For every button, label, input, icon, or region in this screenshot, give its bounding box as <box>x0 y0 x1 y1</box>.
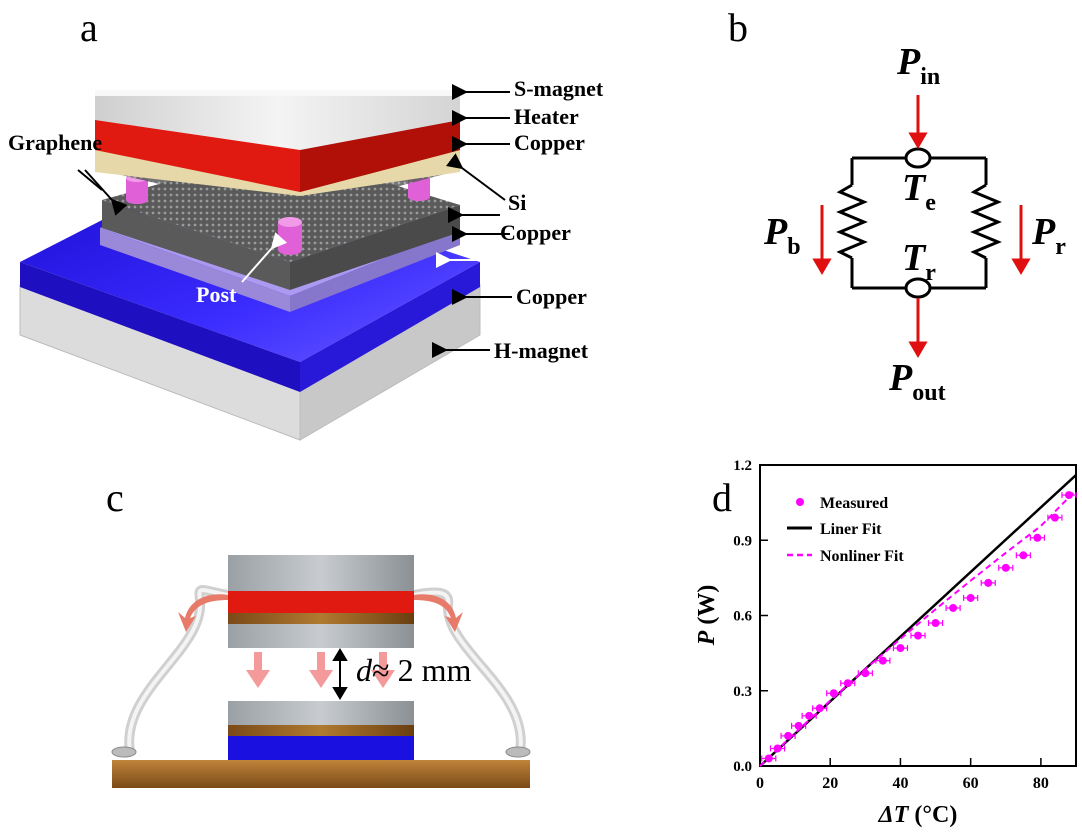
y-tick-label: 0.9 <box>733 533 752 549</box>
data-point-measured <box>764 754 773 763</box>
data-point-measured <box>1064 491 1073 500</box>
data-point-measured <box>949 603 958 612</box>
label-si: Si <box>508 190 527 215</box>
label-t-e: Te <box>902 167 936 216</box>
legend-marker-measured <box>796 498 804 506</box>
heater-side <box>228 591 414 613</box>
node-tr <box>904 277 932 299</box>
label-tec: TEC <box>498 246 544 271</box>
heat-arrows-pink <box>246 652 395 688</box>
data-point-measured <box>829 689 838 698</box>
data-point-measured <box>896 644 905 653</box>
chart-legend: Measured Liner Fit Nonliner Fit <box>787 495 904 565</box>
x-tick-label: 60 <box>963 775 979 792</box>
data-point-measured <box>1033 533 1042 542</box>
legend-label-nonliner: Nonliner Fit <box>820 548 904 565</box>
legend-label-measured: Measured <box>820 495 888 512</box>
label-heater: Heater <box>514 104 579 129</box>
data-point-measured <box>914 631 922 640</box>
data-point-measured <box>1001 563 1010 572</box>
x-axis-title: ΔT (°C) <box>878 802 958 828</box>
tec-side <box>228 736 414 760</box>
gap-dimension-arrow <box>332 648 348 700</box>
label-copper-mid: Copper <box>500 220 571 245</box>
data-point-measured <box>843 679 852 688</box>
resistor-right <box>970 183 1002 260</box>
data-point-measured <box>784 731 793 740</box>
cable-left <box>124 585 229 753</box>
x-tick-label: 0 <box>756 775 764 792</box>
copper-side-top <box>228 613 414 624</box>
panel-label-b: b <box>728 5 748 50</box>
heat-arrows-curved <box>178 594 463 632</box>
label-p-r: Pr <box>1032 211 1066 260</box>
y-tick-label: 0.3 <box>733 684 752 700</box>
panel-label-a: a <box>80 5 98 50</box>
data-point-measured <box>815 704 824 713</box>
data-point-measured <box>966 593 975 602</box>
panel-label-c: c <box>106 475 124 520</box>
label-h-magnet: H-magnet <box>494 338 589 363</box>
data-point-measured <box>1050 513 1059 522</box>
si-side-bottom <box>228 701 414 725</box>
label-p-out: Pout <box>889 357 946 406</box>
resistor-left <box>836 183 868 260</box>
label-p-b: Pb <box>764 211 801 260</box>
legend-label-liner: Liner Fit <box>820 521 882 538</box>
wooden-base <box>112 760 530 788</box>
data-point-measured <box>861 669 870 678</box>
label-s-magnet: S-magnet <box>514 76 604 101</box>
label-graphene: Graphene <box>8 130 103 155</box>
data-point-measured <box>773 744 782 753</box>
label-copper-top: Copper <box>514 130 585 155</box>
y-tick-label: 0.0 <box>733 759 752 775</box>
y-tick-label: 1.2 <box>733 458 752 474</box>
label-gap-distance: d≈ 2 mm <box>356 652 472 688</box>
s-magnet-side <box>228 555 414 591</box>
data-point-measured <box>1019 551 1028 560</box>
x-tick-label: 40 <box>892 775 908 792</box>
x-tick-label: 80 <box>1033 775 1049 792</box>
si-side-top <box>228 624 414 648</box>
panel-a-callouts <box>77 84 512 358</box>
data-point-measured <box>931 619 940 628</box>
data-point-measured <box>794 721 803 730</box>
data-point-measured <box>805 711 814 720</box>
label-post: Post <box>196 282 237 307</box>
s-magnet-block <box>95 90 460 150</box>
data-point-measured <box>878 656 887 665</box>
y-axis-title: P (W) <box>694 585 720 647</box>
y-tick-label: 0.6 <box>733 609 752 625</box>
node-te <box>904 147 932 169</box>
heat-flow-arrows <box>812 95 1031 358</box>
panel-label-d: d <box>712 475 732 520</box>
x-tick-label: 20 <box>822 775 838 792</box>
data-point-measured <box>984 578 993 587</box>
series-line-2 <box>759 489 1077 767</box>
panel-c-side-view <box>111 555 531 788</box>
copper-side-bottom <box>228 725 414 736</box>
label-p-in: Pin <box>897 41 941 90</box>
panel-d-chart: 0 20 40 60 80 0.0 0.3 0.6 0.9 1.2 Measured Liner … <box>694 458 1077 828</box>
panel-b-thermal-circuit <box>812 95 1031 358</box>
label-copper-bottom: Copper <box>516 284 587 309</box>
label-t-r: Tr <box>902 237 936 286</box>
